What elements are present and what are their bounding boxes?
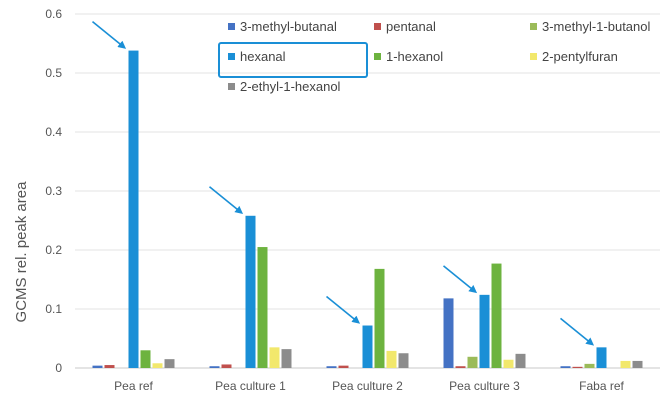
legend-label: pentanal — [386, 19, 436, 34]
y-tick-label: 0.6 — [45, 7, 62, 21]
bar-3-methyl-1-butanol — [584, 363, 595, 368]
bar-1-hexanol — [257, 247, 268, 368]
y-tick-label: 0.3 — [45, 184, 62, 198]
y-axis-title: GCMS rel. peak area — [13, 181, 30, 323]
legend-highlight-box — [218, 42, 368, 78]
bar-pentanal — [104, 365, 115, 368]
legend-swatch — [530, 53, 537, 60]
y-tick-labels: 0 0.1 0.2 0.3 0.4 0.5 0.6 — [45, 7, 62, 375]
bar-2-ethyl-1-hexanol — [164, 359, 175, 368]
legend-swatch — [374, 53, 381, 60]
arrow-icon — [91, 20, 127, 49]
legend-item: pentanal — [374, 19, 436, 34]
x-category-label: Pea culture 1 — [215, 379, 286, 393]
legend-label: 2-pentylfuran — [542, 49, 618, 64]
y-tick-label: 0.1 — [45, 302, 62, 316]
legend-swatch — [374, 23, 381, 30]
bar-3-methyl-butanal — [443, 298, 454, 368]
bar-2-ethyl-1-hexanol — [281, 349, 292, 368]
hexanal-arrows — [91, 20, 595, 346]
bar-1-hexanol — [374, 268, 385, 368]
arrow-icon — [208, 186, 244, 215]
legend-item: 2-ethyl-1-hexanol — [228, 79, 341, 94]
bar-2-pentylfuran — [386, 350, 397, 368]
bar-hexanal — [596, 347, 607, 368]
x-category-label: Pea culture 2 — [332, 379, 403, 393]
bar-pentanal — [221, 364, 232, 368]
bar-hexanal — [479, 294, 490, 368]
bar-1-hexanol — [140, 350, 151, 368]
bar-3-methyl-butanal — [326, 366, 337, 368]
bar-pentanal — [338, 365, 349, 368]
legend-item: 1-hexanol — [374, 49, 443, 64]
legend-item: 3-methyl-butanal — [228, 19, 337, 34]
x-category-label: Faba ref — [579, 379, 624, 393]
bar-hexanal — [245, 215, 256, 368]
bar-2-ethyl-1-hexanol — [632, 360, 643, 368]
bar-hexanal — [128, 50, 139, 369]
bar-2-ethyl-1-hexanol — [398, 353, 409, 368]
bar-2-pentylfuran — [503, 359, 514, 368]
y-tick-label: 0 — [55, 361, 62, 375]
legend-label: 3-methyl-1-butanol — [542, 19, 650, 34]
bar-hexanal — [362, 325, 373, 368]
bar-1-hexanol — [491, 263, 502, 368]
x-category-label: Pea culture 3 — [449, 379, 520, 393]
bar-pentanal — [455, 366, 466, 368]
legend-swatch — [228, 83, 235, 90]
bar-2-pentylfuran — [152, 363, 163, 368]
legend-label: 2-ethyl-1-hexanol — [240, 79, 341, 94]
legend-label: 3-methyl-butanal — [240, 19, 337, 34]
bar-3-methyl-butanal — [560, 366, 571, 368]
y-tick-label: 0.4 — [45, 125, 62, 139]
bar-3-methyl-1-butanol — [467, 356, 478, 368]
bar-3-methyl-butanal — [92, 365, 103, 368]
bar-3-methyl-butanal — [209, 366, 220, 368]
bar-2-pentylfuran — [620, 360, 631, 368]
arrow-icon — [325, 295, 361, 324]
legend-label: 1-hexanol — [386, 49, 443, 64]
bars — [92, 50, 643, 369]
legend-item: 2-pentylfuran — [530, 49, 618, 64]
bar-pentanal — [572, 366, 583, 368]
arrow-icon — [442, 265, 478, 294]
x-category-labels: Pea ref Pea culture 1 Pea culture 2 Pea cul… — [114, 379, 624, 393]
legend-swatch — [228, 23, 235, 30]
bar-2-pentylfuran — [269, 347, 280, 368]
legend-item: hexanal — [218, 42, 368, 78]
arrow-icon — [559, 317, 595, 346]
y-tick-label: 0.2 — [45, 243, 62, 257]
legend-item: 3-methyl-1-butanol — [530, 19, 650, 34]
legend: 3-methyl-butanal pentanal 3-methyl-1-butan… — [218, 19, 650, 94]
x-category-label: Pea ref — [114, 379, 153, 393]
legend-swatch — [530, 23, 537, 30]
legend-label: hexanal — [240, 49, 286, 64]
bar-2-ethyl-1-hexanol — [515, 353, 526, 368]
y-tick-label: 0.5 — [45, 66, 62, 80]
legend-swatch — [228, 53, 235, 60]
